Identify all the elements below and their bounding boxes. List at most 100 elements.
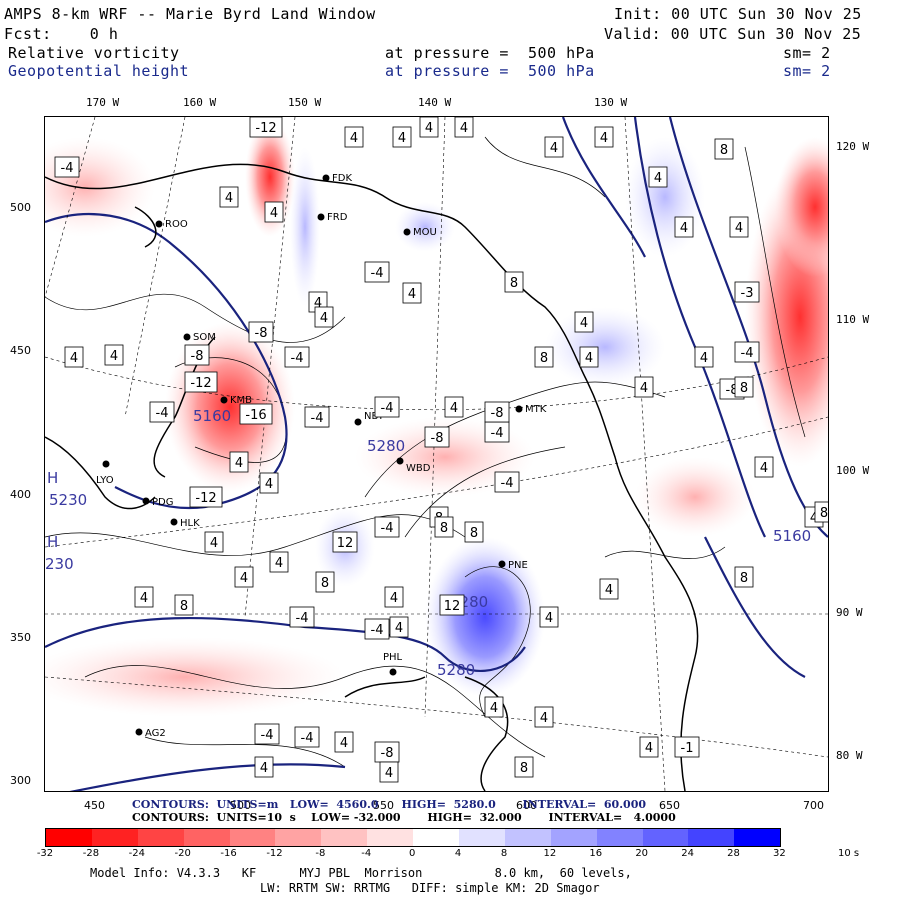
station-markers bbox=[102, 174, 523, 736]
contour-value-label: 4 bbox=[334, 731, 354, 753]
contour-value-label: 4 bbox=[648, 166, 668, 188]
contour-value-text: -8 bbox=[191, 349, 204, 364]
contour-value-label: 4 bbox=[314, 306, 334, 328]
colorbar-label: 12 bbox=[543, 848, 557, 859]
contour-value-label: 4 bbox=[392, 126, 412, 148]
x-axis-label: 600 bbox=[516, 799, 537, 812]
contour-value-text: -4 bbox=[491, 426, 504, 441]
contour-value-text: 4 bbox=[545, 611, 553, 626]
contour-value-label: -4 bbox=[494, 471, 520, 493]
station-label: PNE bbox=[508, 560, 528, 571]
contour-value-label: 4 bbox=[134, 586, 154, 608]
contour-value-text: 4 bbox=[490, 701, 498, 716]
contour-value-text: -8 bbox=[491, 406, 504, 421]
contour-value-text: 12 bbox=[444, 599, 461, 614]
contour-value-text: 4 bbox=[395, 621, 403, 636]
contour-value-text: 8 bbox=[470, 526, 478, 541]
contour-value-label: -8 bbox=[184, 344, 210, 366]
colorbar-label: 24 bbox=[681, 848, 694, 859]
x-axis-label: 500 bbox=[230, 799, 251, 812]
contour-value-text: 8 bbox=[740, 381, 748, 396]
contour-value-label: -8 bbox=[484, 401, 510, 423]
field2-pressure: at pressure = 500 hPa bbox=[385, 62, 595, 80]
colorbar-swatch bbox=[459, 829, 505, 846]
height-label: 5160 bbox=[193, 407, 231, 425]
colorbar-unit: 10 s bbox=[838, 848, 860, 859]
contour-value-label: -8 bbox=[374, 741, 400, 763]
contour-value-label: 4 bbox=[384, 586, 404, 608]
contour-value-text: -16 bbox=[245, 408, 266, 423]
contour-value-label: 4 bbox=[444, 396, 464, 418]
lon-label: 140 W bbox=[418, 96, 452, 109]
colorbar-swatch bbox=[642, 829, 689, 846]
field1-name: Relative vorticity bbox=[8, 44, 180, 62]
contour-value-label: 8 bbox=[534, 346, 554, 368]
contour-value-text: 4 bbox=[265, 477, 273, 492]
station-label: NBY bbox=[364, 411, 385, 422]
contour-value-text: 8 bbox=[440, 521, 448, 536]
contour-value-text: 4 bbox=[140, 591, 148, 606]
contour-value-text: 4 bbox=[645, 741, 653, 756]
contour-value-text: 4 bbox=[600, 131, 608, 146]
height-labels: 5160 5280 5230 230 5280 5280 5160 H H bbox=[45, 407, 811, 679]
colorbar-label: 4 bbox=[454, 848, 462, 859]
model-info-2: LW: RRTM SW: RRTMG DIFF: simple KM: 2D S… bbox=[260, 881, 600, 895]
contour-value-label: 4 bbox=[234, 566, 254, 588]
contour-value-label: -4 bbox=[484, 421, 510, 443]
contour-value-text: 8 bbox=[540, 351, 548, 366]
y-axis-label: 500 bbox=[10, 201, 31, 214]
x-axis-label: 650 bbox=[659, 799, 680, 812]
station-label: AG2 bbox=[145, 728, 166, 739]
contour-value-text: 4 bbox=[810, 511, 818, 526]
map-title: AMPS 8-km WRF -- Marie Byrd Land Window bbox=[4, 5, 376, 23]
contour-value-text: 8 bbox=[180, 599, 188, 614]
contour-value-label: 4 bbox=[674, 216, 694, 238]
contour-value-text: 4 bbox=[225, 191, 233, 206]
contour-value-text: -12 bbox=[255, 121, 276, 136]
contour-value-label: 4 bbox=[754, 456, 774, 478]
contour-value-label: 4 bbox=[534, 706, 554, 728]
contour-value-text: -4 bbox=[501, 476, 514, 491]
field2-name: Geopotential height bbox=[8, 62, 190, 80]
contour-value-label: 4 bbox=[104, 344, 124, 366]
colorbar-swatch bbox=[91, 829, 138, 846]
contour-value-label: 4 bbox=[204, 531, 224, 553]
contour-value-text: 4 bbox=[320, 311, 328, 326]
contour-value-text: 4 bbox=[398, 131, 406, 146]
contour-value-label: -4 bbox=[294, 726, 320, 748]
station-label: PHL bbox=[383, 652, 403, 663]
station-label: KMB bbox=[230, 395, 252, 406]
contour-value-text: -4 bbox=[381, 521, 394, 536]
colorbar-label: -8 bbox=[315, 848, 326, 859]
contour-value-label: -4 bbox=[289, 606, 315, 628]
contour-value-label: 4 bbox=[574, 311, 594, 333]
y-axis-label: 300 bbox=[10, 774, 31, 787]
station-label: FRD bbox=[327, 212, 348, 223]
valid-time: Valid: 00 UTC Sun 30 Nov 25 bbox=[604, 25, 862, 43]
colorbar-swatch bbox=[734, 829, 781, 846]
contour-value-text: 4 bbox=[385, 766, 393, 781]
contour-value-label: -12 bbox=[184, 371, 218, 393]
contour-value-label: -4 bbox=[364, 618, 390, 640]
contour-value-label: -12 bbox=[249, 117, 283, 138]
contour-value-text: -8 bbox=[431, 431, 444, 446]
colorbar-swatch bbox=[596, 829, 643, 846]
lon-label: 160 W bbox=[183, 96, 217, 109]
colorbar-label: 0 bbox=[409, 848, 416, 859]
contour-value-text: -12 bbox=[195, 491, 216, 506]
contour-value-label: 4 bbox=[344, 126, 364, 148]
contour-value-text: -4 bbox=[296, 611, 309, 626]
height-label: 5280 bbox=[437, 661, 475, 679]
colorbar-label: 32 bbox=[773, 848, 786, 859]
contour-value-text: -4 bbox=[61, 161, 74, 176]
contour-value-label: 8 bbox=[504, 271, 524, 293]
height-label: 5230 bbox=[49, 491, 87, 509]
lon-label: 150 W bbox=[288, 96, 322, 109]
station-label: WBD bbox=[406, 463, 431, 474]
contour-value-label: 4 bbox=[599, 578, 619, 600]
contour-value-label: -4 bbox=[54, 156, 80, 178]
contour-value-label: 8 bbox=[514, 756, 534, 778]
contour-value-text: 4 bbox=[540, 711, 548, 726]
height-label: 5160 bbox=[773, 527, 811, 545]
